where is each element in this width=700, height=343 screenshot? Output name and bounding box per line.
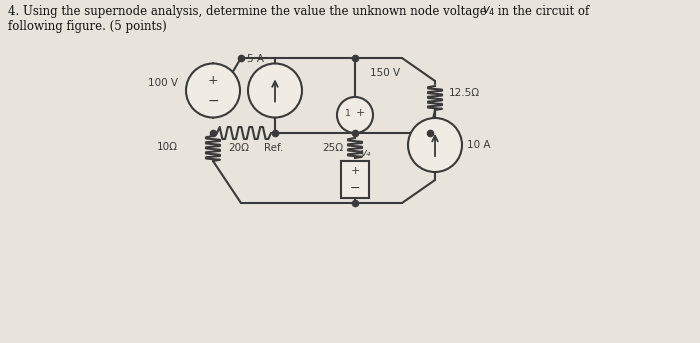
Text: +: +	[356, 108, 365, 118]
Text: 10 A: 10 A	[467, 140, 491, 150]
Circle shape	[186, 63, 240, 118]
Circle shape	[408, 118, 462, 172]
Text: 1: 1	[345, 108, 351, 118]
Text: Ref.: Ref.	[264, 143, 284, 153]
Text: −: −	[350, 182, 360, 195]
Text: 5 A: 5 A	[247, 54, 264, 63]
Text: 10Ω: 10Ω	[157, 142, 178, 152]
Text: +: +	[208, 74, 218, 87]
Text: 20Ω: 20Ω	[228, 143, 249, 153]
Text: 150 V: 150 V	[370, 68, 400, 78]
Text: 100 V: 100 V	[148, 78, 178, 87]
Text: v₄: v₄	[360, 148, 370, 158]
FancyBboxPatch shape	[341, 161, 369, 198]
Text: following figure. (5 points): following figure. (5 points)	[8, 20, 167, 33]
Circle shape	[248, 63, 302, 118]
Text: +: +	[350, 166, 360, 177]
Text: −: −	[207, 94, 219, 107]
Circle shape	[337, 97, 373, 133]
Text: 25Ω: 25Ω	[322, 143, 343, 153]
Text: 12.5Ω: 12.5Ω	[449, 88, 480, 98]
Text: in the circuit of: in the circuit of	[494, 5, 589, 18]
Text: $\it{v}_4$: $\it{v}_4$	[482, 5, 496, 18]
Text: 4. Using the supernode analysis, determine the value the unknown node voltage: 4. Using the supernode analysis, determi…	[8, 5, 491, 18]
